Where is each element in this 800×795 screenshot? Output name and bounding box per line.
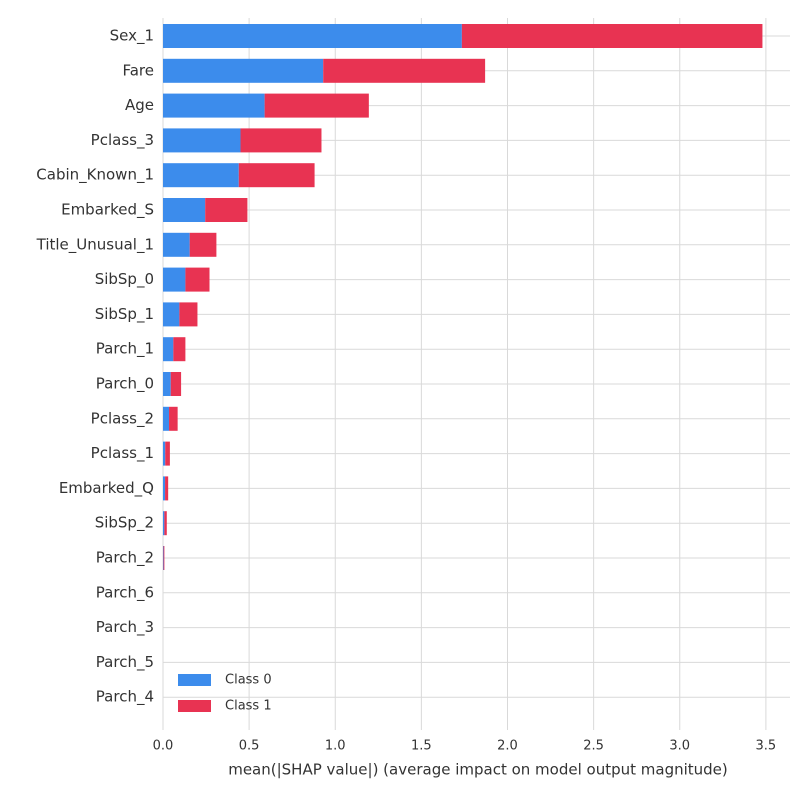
- bar-segment: [163, 546, 164, 570]
- y-tick-label: Embarked_Q: [59, 479, 154, 498]
- bar-segment: [163, 302, 180, 327]
- x-tick-label: 3.0: [669, 739, 690, 754]
- legend-label: Class 0: [225, 673, 272, 688]
- x-axis-label: mean(|SHAP value|) (average impact on mo…: [228, 761, 728, 779]
- x-tick-label: 0.5: [239, 739, 260, 754]
- y-tick-label: SibSp_1: [95, 305, 154, 324]
- bar-segment: [163, 372, 171, 396]
- bar-segment: [163, 476, 166, 501]
- legend-swatch: [178, 674, 211, 686]
- y-tick-label: SibSp_2: [95, 514, 154, 533]
- bar-segment: [163, 267, 186, 292]
- bar-segment: [163, 511, 165, 536]
- bar-segment: [163, 24, 462, 48]
- y-tick-label: SibSp_0: [95, 270, 154, 289]
- y-tick-label: Parch_1: [96, 340, 154, 359]
- y-tick-label: Age: [125, 96, 154, 114]
- bar-segment: [169, 406, 178, 431]
- y-tick-label: Parch_6: [96, 583, 154, 602]
- bar-segment: [163, 546, 165, 570]
- x-tick-label: 0.0: [153, 739, 174, 754]
- legend-swatch: [178, 700, 211, 712]
- y-tick-label: Fare: [122, 61, 154, 79]
- x-tick-label: 2.5: [583, 739, 604, 754]
- bar-segment: [163, 198, 206, 222]
- y-tick-label: Parch_4: [96, 688, 154, 707]
- bar-segment: [163, 232, 190, 257]
- y-tick-label: Sex_1: [110, 27, 154, 46]
- bar-segment: [170, 372, 182, 396]
- bar-segment: [238, 163, 315, 188]
- bar-segment: [461, 24, 763, 48]
- y-tick-label: Title_Unusual_1: [36, 235, 154, 254]
- x-tick-label: 1.5: [411, 739, 432, 754]
- y-tick-label: Pclass_3: [91, 131, 154, 150]
- y-tick-label: Parch_2: [96, 549, 154, 568]
- y-tick-label: Parch_5: [96, 653, 154, 672]
- legend-label: Class 1: [225, 699, 272, 714]
- bar-segment: [163, 441, 166, 466]
- y-tick-label: Cabin_Known_1: [36, 166, 154, 185]
- y-tick-label: Parch_0: [96, 375, 154, 394]
- x-tick-label: 3.5: [756, 739, 777, 754]
- bar-segment: [179, 302, 198, 327]
- bar-segment: [163, 337, 174, 362]
- bar-segment: [165, 441, 170, 466]
- bar-segment: [264, 93, 369, 118]
- y-tick-label: Parch_3: [96, 618, 154, 637]
- bar-segment: [163, 406, 170, 431]
- x-tick-label: 1.0: [325, 739, 346, 754]
- bar-segment: [205, 198, 248, 222]
- bar-segment: [165, 476, 169, 501]
- bar-segment: [240, 128, 322, 153]
- bar-segment: [163, 58, 324, 83]
- bar-segment: [164, 511, 167, 536]
- bar-segment: [163, 93, 265, 118]
- bar-segment: [189, 232, 217, 257]
- y-tick-label: Pclass_1: [91, 444, 154, 463]
- bar-segment: [163, 163, 239, 188]
- y-tick-label: Pclass_2: [91, 409, 154, 428]
- bar-segment: [323, 58, 486, 83]
- bar-segment: [185, 267, 210, 292]
- bar-segment: [163, 128, 241, 153]
- x-tick-label: 2.0: [497, 739, 518, 754]
- y-tick-label: Embarked_S: [61, 201, 154, 220]
- bar-segment: [173, 337, 186, 362]
